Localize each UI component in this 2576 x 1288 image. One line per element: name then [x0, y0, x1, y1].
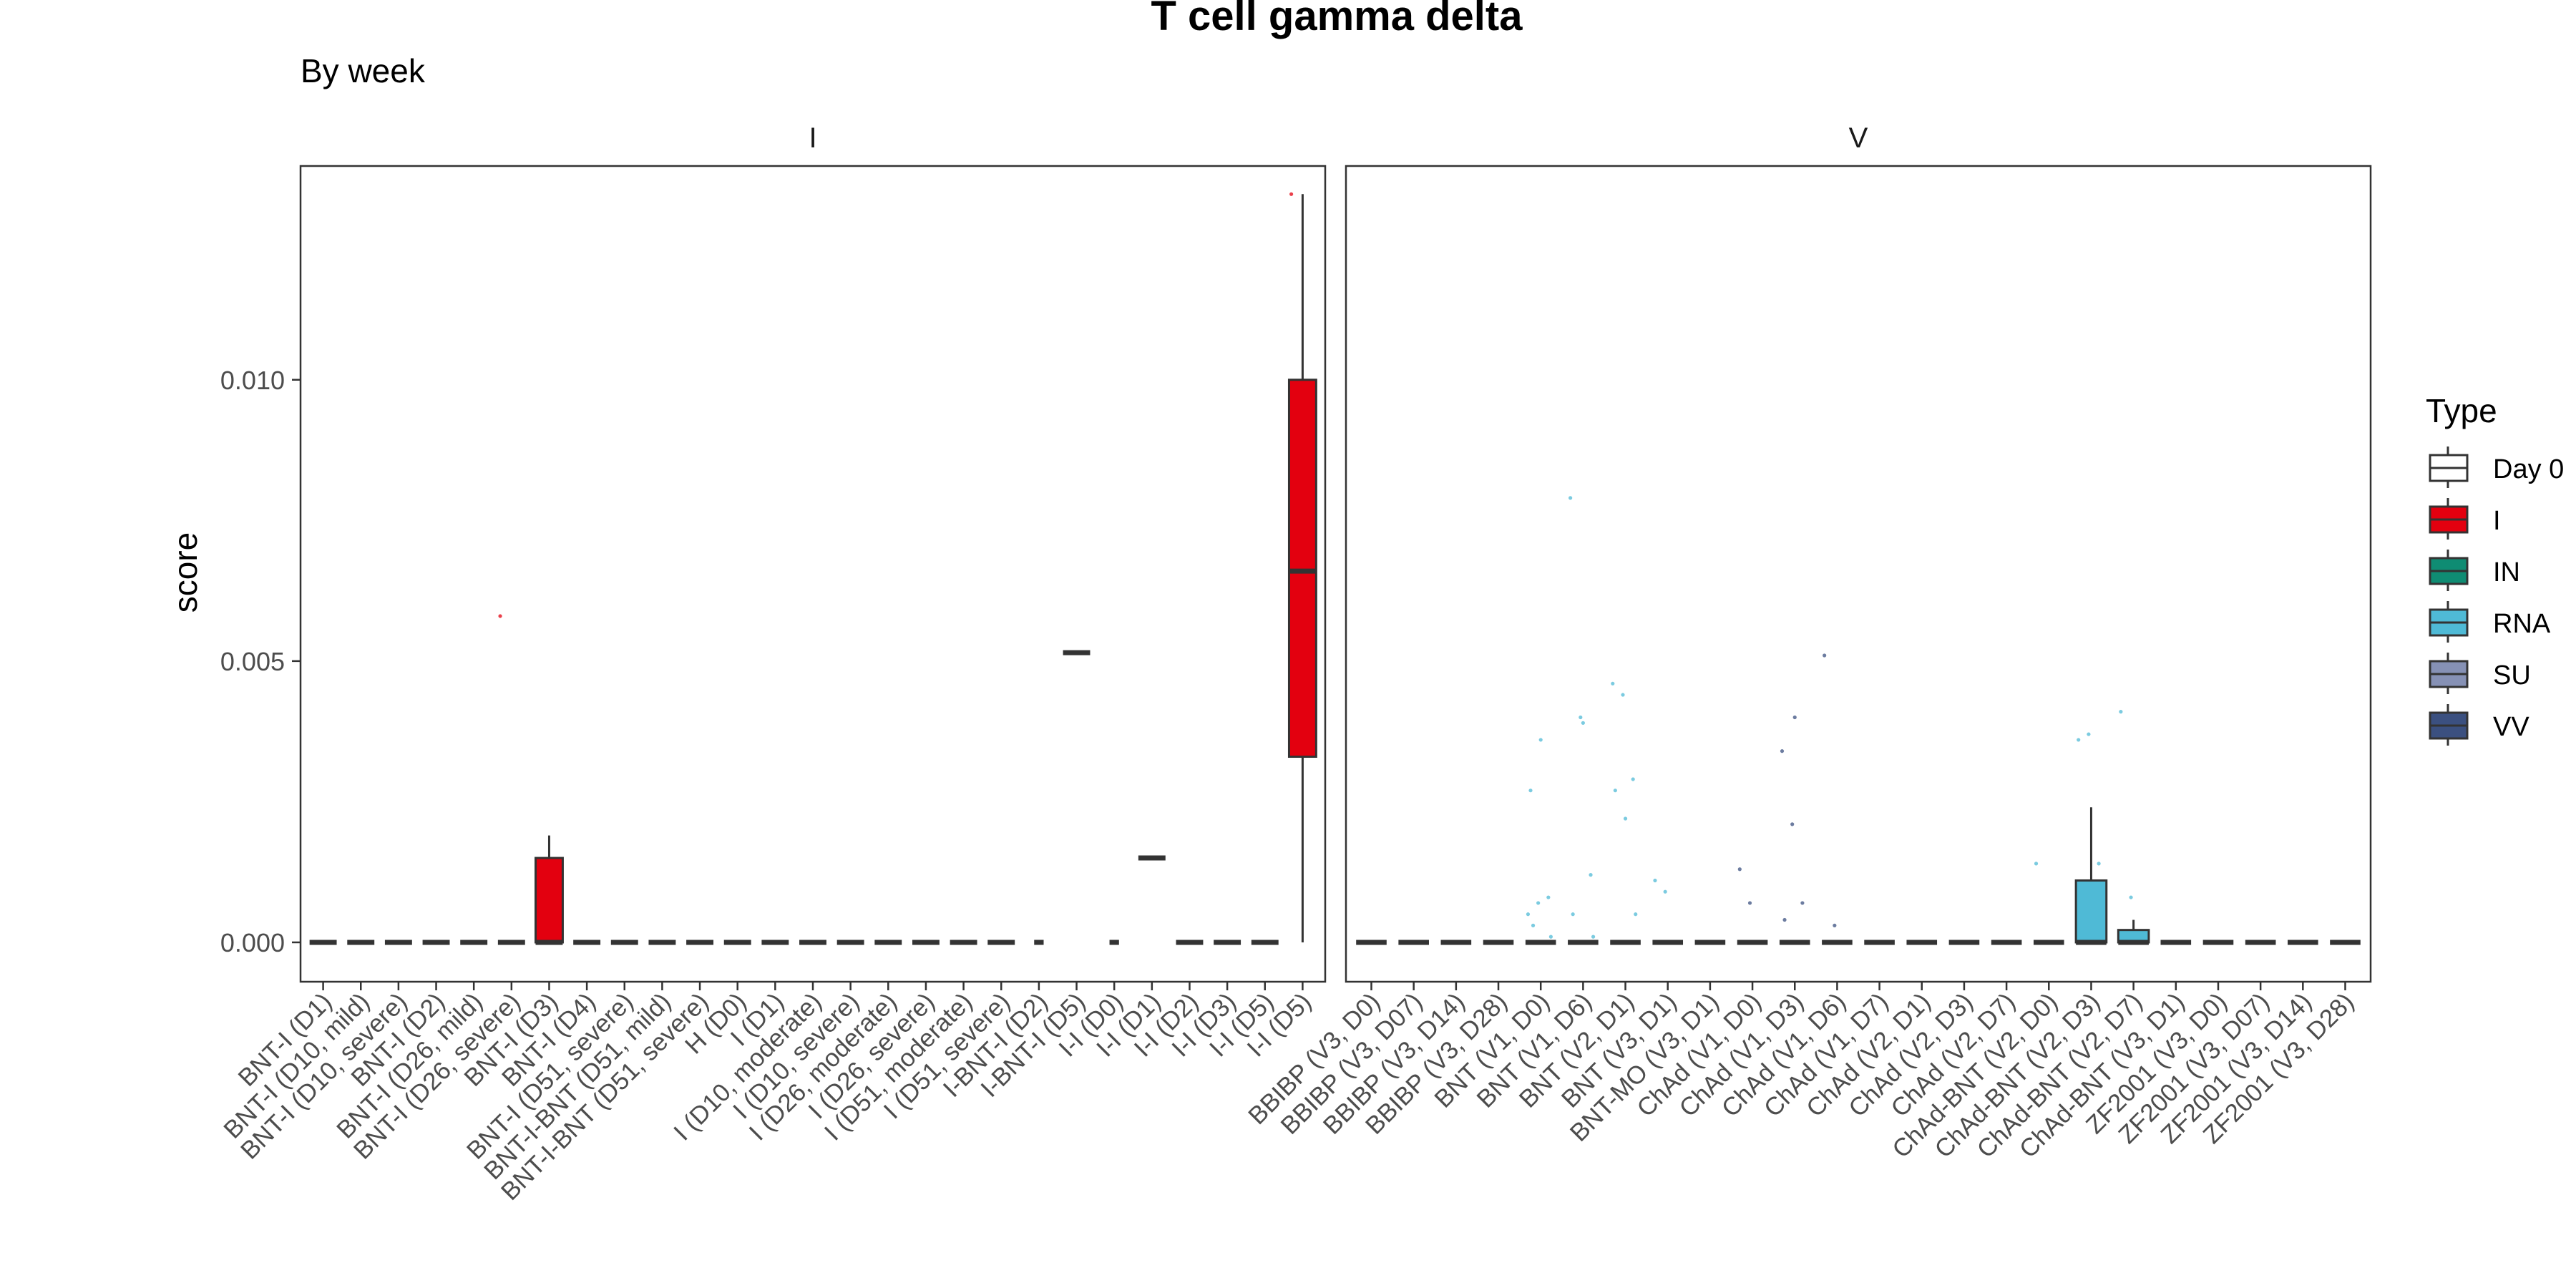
facet-panel: BNT-I (D1)BNT-I (D10, mild)BNT-I (D10, s… — [218, 192, 1317, 1206]
outlier-point — [1546, 895, 1551, 899]
outlier-point — [1790, 822, 1795, 826]
legend-label: IN — [2493, 557, 2520, 587]
outlier-point — [1623, 816, 1628, 821]
outlier-point — [1571, 912, 1575, 917]
outlier-point — [1631, 777, 1635, 781]
legend-label: SU — [2493, 660, 2531, 691]
outlier-point — [1780, 749, 1785, 753]
box — [1287, 379, 1317, 758]
outlier-point — [1579, 715, 1583, 720]
outlier-point — [1589, 873, 1593, 877]
outlier-point — [2119, 710, 2123, 714]
outlier-point — [1634, 912, 1638, 917]
legend-label: RNA — [2493, 609, 2551, 639]
box — [2074, 879, 2108, 944]
facet-panel: BBIBP (V3, D0)BBIBP (V3, D07)BBIBP (V3, … — [1243, 496, 2361, 1163]
outlier-point — [2097, 862, 2101, 866]
outlier-point — [1663, 889, 1667, 894]
legend-label: Day 0 — [2493, 454, 2564, 484]
outlier-point — [2077, 738, 2081, 742]
outlier-point — [2087, 732, 2091, 736]
legend-label: I — [2493, 506, 2501, 536]
outlier-point — [2034, 862, 2039, 866]
chart-subtitle: By week — [301, 52, 426, 89]
outlier-point — [1782, 917, 1787, 922]
outlier-point — [1823, 653, 1827, 658]
box — [535, 857, 564, 944]
panel-border — [299, 165, 1327, 983]
facet-strip-label: V — [1849, 122, 1868, 154]
legend-title: Type — [2426, 392, 2497, 429]
outlier-point — [1613, 789, 1617, 793]
y-tick-label: 0.005 — [220, 647, 285, 676]
outlier-point — [1737, 867, 1742, 872]
outlier-point — [1611, 681, 1615, 686]
facet-panels: 0.000 0.005 0.010 I BNT-I (D1)BNT-I (D10, mi… — [218, 122, 2372, 1206]
y-axis-title: score — [167, 532, 204, 613]
outlier-point — [2129, 895, 2133, 899]
chart-title: T cell gamma delta — [1151, 0, 1523, 39]
outlier-point — [1792, 715, 1797, 720]
outlier-point — [498, 614, 502, 618]
facet-strip-label: I — [809, 122, 816, 154]
outlier-point — [1536, 901, 1541, 905]
outlier-point — [1531, 923, 1536, 927]
legend: Type Day 0 I IN RNA SU VV — [2426, 392, 2564, 746]
outlier-point — [1833, 923, 1837, 927]
outlier-point — [1621, 693, 1625, 697]
outlier-point — [1289, 192, 1294, 196]
outlier-point — [1548, 935, 1553, 939]
outlier-point — [1800, 901, 1805, 905]
outlier-point — [1528, 789, 1533, 793]
outlier-point — [1591, 935, 1596, 939]
outlier-point — [1747, 901, 1752, 905]
outlier-point — [1581, 721, 1585, 725]
outlier-point — [1568, 496, 1573, 500]
y-tick-label: 0.010 — [220, 366, 285, 395]
outlier-point — [1526, 912, 1531, 917]
outlier-point — [1653, 878, 1657, 883]
panel-border — [1345, 165, 2372, 983]
outlier-point — [1538, 738, 1543, 742]
y-tick-label: 0.000 — [220, 928, 285, 957]
legend-label: VV — [2493, 712, 2529, 742]
